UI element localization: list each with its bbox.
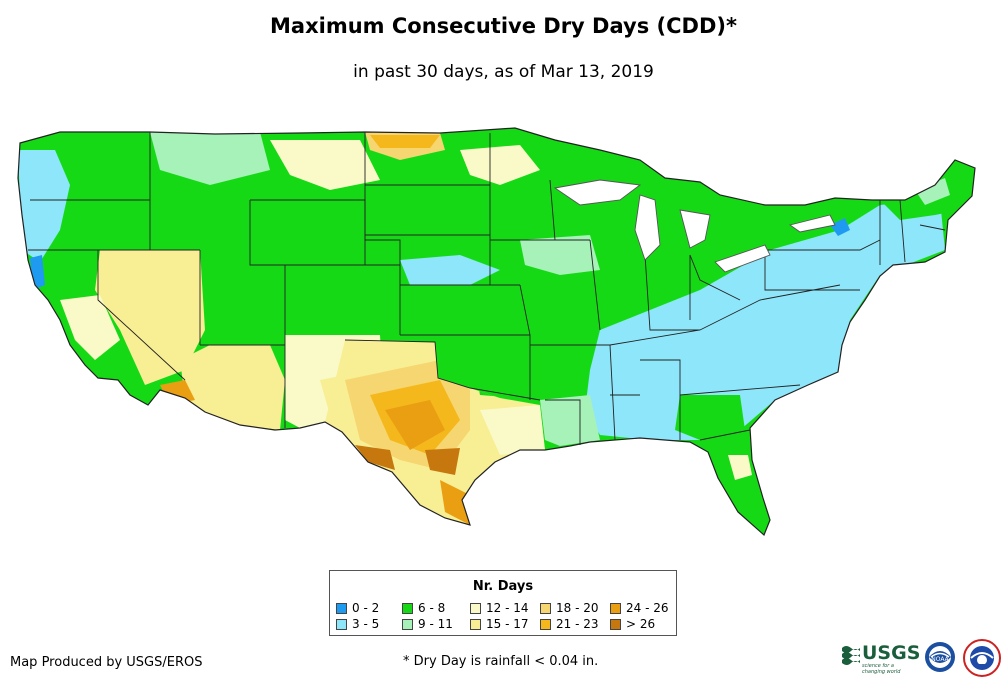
legend-swatch xyxy=(402,603,413,614)
noaa-wordmark: NOAA xyxy=(931,656,949,663)
footnote-text: * Dry Day is rainfall < 0.04 in. xyxy=(403,654,599,669)
legend-item: 9 - 11 xyxy=(402,618,453,631)
legend-label: 6 - 8 xyxy=(418,601,446,615)
legend-item: 15 - 17 xyxy=(470,618,529,631)
legend-label: 24 - 26 xyxy=(626,601,669,615)
legend-label: 9 - 11 xyxy=(418,617,453,631)
legend-swatch xyxy=(610,619,621,630)
map-subtitle: in past 30 days, as of Mar 13, 2019 xyxy=(353,62,654,82)
legend-label: 0 - 2 xyxy=(352,601,380,615)
legend-swatch xyxy=(336,603,347,614)
legend: Nr. Days 0 - 2 3 - 5 6 - 8 9 - 11 12 - 14 15 … xyxy=(329,570,677,636)
legend-label: 15 - 17 xyxy=(486,617,529,631)
legend-item: 12 - 14 xyxy=(470,602,529,615)
noaa-logo: NOAA xyxy=(925,642,955,672)
map-title: Maximum Consecutive Dry Days (CDD)* xyxy=(270,14,737,38)
usgs-wordmark: USGS xyxy=(862,642,921,664)
usgs-wave-icon xyxy=(842,646,860,665)
legend-title: Nr. Days xyxy=(472,579,534,594)
legend-swatch xyxy=(540,603,551,614)
legend-label: 12 - 14 xyxy=(486,601,529,615)
legend-swatch xyxy=(336,619,347,630)
legend-item: 24 - 26 xyxy=(610,602,669,615)
nws-logo xyxy=(963,639,1001,677)
credit-text: Map Produced by USGS/EROS xyxy=(10,655,203,670)
legend-swatch xyxy=(610,603,621,614)
cdd-raster xyxy=(18,128,975,535)
legend-swatch xyxy=(540,619,551,630)
legend-label: 3 - 5 xyxy=(352,617,380,631)
usgs-tagline: science for a changing world xyxy=(862,663,901,675)
usgs-logo: USGS science for a changing world xyxy=(842,642,921,675)
legend-swatch xyxy=(470,619,481,630)
legend-swatch xyxy=(470,603,481,614)
legend-item: 0 - 2 xyxy=(336,602,379,615)
state-boundaries xyxy=(17,127,976,537)
legend-label: > 26 xyxy=(626,617,656,631)
legend-swatch xyxy=(402,619,413,630)
legend-item: 21 - 23 xyxy=(540,618,599,631)
legend-item: 6 - 8 xyxy=(402,602,445,615)
legend-label: 21 - 23 xyxy=(556,617,599,631)
legend-item: 18 - 20 xyxy=(540,602,599,615)
legend-label: 18 - 20 xyxy=(556,601,599,615)
legend-item: 3 - 5 xyxy=(336,618,379,631)
legend-item: > 26 xyxy=(610,618,655,631)
